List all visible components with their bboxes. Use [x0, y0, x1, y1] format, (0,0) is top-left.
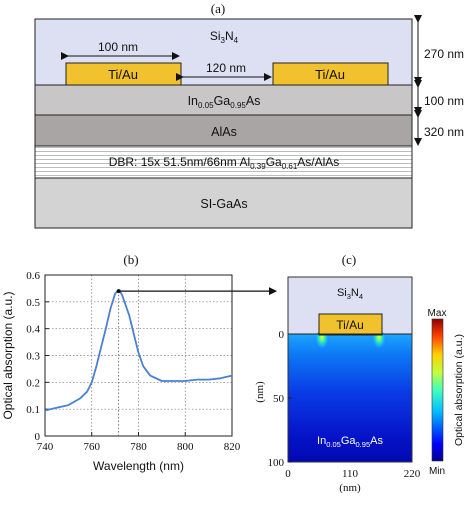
y-tick-label: 0.5 [26, 297, 40, 309]
field-hotspot-right [372, 330, 386, 354]
field-semiconductor-label: In0.05Ga0.95As [317, 435, 383, 449]
y-tick-label: 0.3 [26, 351, 40, 363]
field-contact-label: Ti/Au [336, 318, 364, 332]
panel-a: (a) Si3N4 Ti/Au Ti/Au 100 nm 120 nm In0.… [34, 1, 464, 229]
substrate-layer [34, 177, 413, 229]
x-tick-label: 780 [130, 441, 147, 453]
x-axis-label: Wavelength (nm) [93, 459, 184, 473]
substrate-label: SI-GaAs [200, 197, 247, 211]
panel-b-label: (b) [123, 252, 138, 267]
dim-gap-label: 120 nm [206, 61, 246, 75]
dbr-label: DBR: 15x 51.5nm/66nm Al0.39Ga0.61As/AlAs [109, 155, 340, 171]
panel-a-label: (a) [211, 1, 225, 16]
colorbar [431, 318, 444, 462]
field-x-tick-label: 220 [404, 468, 421, 480]
dbr-layer [34, 145, 413, 179]
ingaas-layer [34, 84, 413, 116]
field-y-tick-label: 0 [279, 329, 285, 341]
colorbar-axis-label: Optical absorption (a.u.) [453, 334, 465, 446]
x-tick-label: 760 [84, 441, 101, 453]
colorbar-max-label: Max [428, 308, 447, 319]
field-x-tick-label: 110 [342, 468, 359, 480]
y-tick-label: 0.2 [26, 377, 40, 389]
thickness-top-label: 270 nm [424, 47, 464, 61]
field-si3n4-label: Si3N4 [337, 287, 363, 301]
panel-c-label: (c) [342, 252, 356, 267]
y-axis-label: Optical absorption (a.u.) [1, 291, 15, 419]
contact-right-label: Ti/Au [315, 67, 345, 82]
field-frame [287, 276, 413, 463]
field-map [288, 334, 412, 462]
panel-c: (c) Si3N4 Ti/Au In0.05Ga0.95As 0 50 100 … [254, 252, 465, 494]
field-hotspot-left [315, 330, 329, 354]
field-y-tick-label: 100 [268, 457, 285, 469]
si3n4-label: Si3N4 [210, 29, 239, 45]
field-x-tick-label: 0 [285, 468, 291, 480]
y-tick-label: 0.4 [26, 324, 40, 336]
field-contact [318, 313, 383, 336]
x-tick-label: 740 [37, 441, 54, 453]
panel-b: (b) 740 760 780 800 820 0 0.1 0.2 0.3 0.4 0.5 0.6 Wa… [1, 252, 241, 473]
contact-left-label: Ti/Au [108, 67, 138, 82]
thickness-alas-label: 320 nm [424, 125, 464, 139]
ingaas-label: In0.05Ga0.95As [188, 94, 261, 110]
x-tick-label: 820 [224, 441, 241, 453]
absorption-chart: 740 760 780 800 820 0 0.1 0.2 0.3 0.4 0.5 0.6 Wavele… [1, 270, 241, 473]
alas-label: AlAs [211, 125, 237, 139]
dim-width-label: 100 nm [98, 40, 138, 54]
y-tick-label: 0.1 [26, 404, 40, 416]
field-y-axis-label: (nm) [254, 381, 266, 403]
y-tick-label: 0 [35, 431, 41, 443]
field-y-tick-label: 50 [273, 393, 285, 405]
absorption-series-line [44, 290, 233, 412]
alas-layer [34, 114, 413, 147]
colorbar-min-label: Min [429, 466, 445, 477]
x-tick-label: 800 [177, 441, 194, 453]
thickness-ingaas-label: 100 nm [424, 94, 464, 108]
field-x-axis-label: (nm) [339, 482, 361, 494]
y-tick-label: 0.6 [26, 270, 40, 282]
